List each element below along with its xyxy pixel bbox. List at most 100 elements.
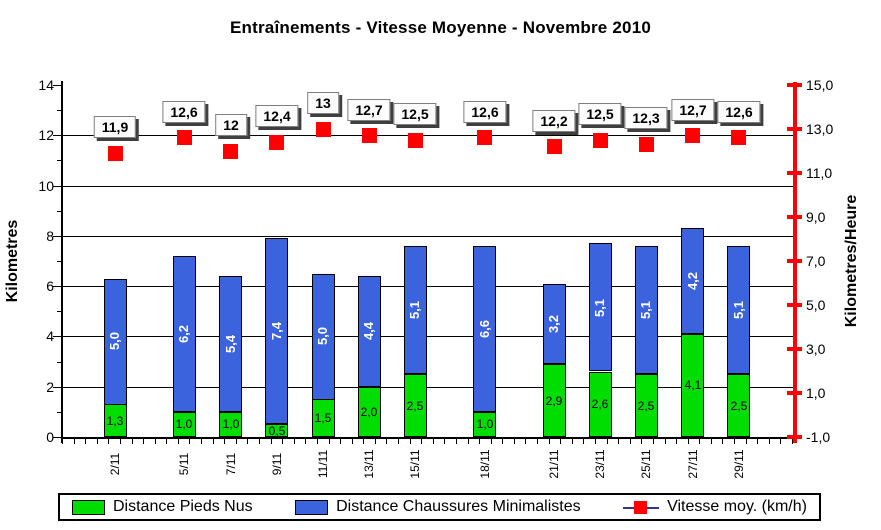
- y-right-tick: [787, 347, 802, 351]
- x-tick: [665, 439, 666, 444]
- y-left-tick: [57, 211, 61, 212]
- speed-callout: 12,7: [347, 99, 391, 121]
- bar-segment-pieds-nus: [173, 412, 196, 437]
- y-left-tick-label: 8: [46, 228, 54, 244]
- bar-value-label-pieds-nus: 4,1: [684, 378, 702, 392]
- y-left-tick: [53, 387, 61, 388]
- x-tick-label: 29/11: [732, 449, 746, 479]
- x-tick: [236, 439, 237, 444]
- y-right-tick-label: 7,0: [806, 253, 826, 269]
- speed-callout: 11,9: [93, 116, 137, 138]
- bar-segment-chaussures: [473, 246, 496, 412]
- speed-callout: 12,6: [717, 101, 761, 123]
- gridline: [62, 286, 794, 287]
- x-tick-label: 21/11: [547, 449, 561, 479]
- legend-swatch-blue-icon: [295, 499, 329, 515]
- x-tick: [363, 439, 364, 444]
- bar-segment-chaussures: [543, 284, 566, 364]
- speed-callout: 12,7: [671, 99, 715, 121]
- x-tick: [583, 439, 584, 444]
- x-tick: [294, 439, 295, 444]
- legend-marker-square: [634, 500, 648, 514]
- gridline: [62, 186, 794, 187]
- y-left-tick: [53, 286, 61, 287]
- y-right-tick: [787, 259, 802, 263]
- x-tick: [734, 439, 735, 444]
- bar-value-label-pieds-nus: 2,6: [591, 397, 609, 411]
- x-tick: [514, 439, 515, 444]
- y-left-tick-label: 12: [38, 127, 54, 143]
- gridline: [62, 236, 794, 237]
- y-left-tick-label: 0: [46, 429, 54, 445]
- x-tick: [329, 439, 330, 444]
- y-left-tick-label: 2: [46, 379, 54, 395]
- speed-point: [547, 139, 562, 154]
- x-tick: [62, 439, 63, 444]
- x-axis-line: [61, 437, 795, 439]
- x-tick: [769, 439, 770, 444]
- gridline: [62, 135, 794, 136]
- bar-value-label-chaussures: 4,2: [685, 271, 700, 291]
- x-tick: [224, 439, 225, 444]
- bar-value-label-chaussures: 5,0: [107, 331, 122, 351]
- bar-value-label-pieds-nus: 0,5: [268, 424, 286, 438]
- x-tick: [74, 439, 75, 444]
- x-tick: [525, 439, 526, 444]
- bar-value-label-pieds-nus: 1,5: [314, 411, 332, 425]
- y-right-tick: [787, 435, 802, 439]
- y-right-tick: [787, 83, 802, 87]
- speed-point: [269, 135, 284, 150]
- x-tick-label: 5/11: [177, 452, 191, 476]
- x-tick: [155, 439, 156, 444]
- bar-segment-pieds-nus: [265, 424, 288, 437]
- speed-callout: 12,3: [624, 107, 668, 129]
- speed-callout: 12,6: [463, 101, 507, 123]
- x-tick: [120, 439, 121, 444]
- x-tick: [468, 439, 469, 444]
- y-right-tick-label: 9,0: [806, 209, 826, 225]
- gridline: [62, 336, 794, 337]
- bar-segment-pieds-nus: [681, 334, 704, 437]
- x-tick: [386, 439, 387, 444]
- bar-value-label-chaussures: 5,1: [638, 300, 653, 320]
- x-tick: [178, 439, 179, 444]
- bar-segment-pieds-nus: [473, 412, 496, 437]
- x-tick: [792, 439, 793, 444]
- speed-callout: 12,5: [578, 103, 622, 125]
- speed-callout: 12,2: [532, 110, 576, 132]
- x-tick: [201, 439, 202, 444]
- x-tick: [433, 439, 434, 444]
- bar-value-label-pieds-nus: 1,0: [476, 417, 494, 431]
- y-left-tick: [57, 311, 61, 312]
- speed-point: [593, 133, 608, 148]
- bar-segment-pieds-nus: [589, 372, 612, 437]
- y-right-tick-label: 13,0: [806, 121, 834, 137]
- bar-value-label-pieds-nus: 2,5: [730, 399, 748, 413]
- speed-point: [316, 122, 331, 137]
- bar-segment-chaussures: [681, 228, 704, 334]
- x-tick-label: 13/11: [362, 449, 376, 479]
- bar-value-label-chaussures: 7,4: [269, 321, 284, 341]
- x-tick: [572, 439, 573, 444]
- x-tick: [479, 439, 480, 444]
- x-tick: [421, 439, 422, 444]
- x-tick-label: 9/11: [270, 452, 284, 476]
- x-tick: [189, 439, 190, 444]
- y-left-tick: [57, 261, 61, 262]
- bar-segment-pieds-nus: [635, 374, 658, 437]
- bar-value-label-chaussures: 4,4: [361, 321, 376, 341]
- speed-point: [223, 144, 238, 159]
- x-tick: [352, 439, 353, 444]
- legend-label-pieds-nus: Distance Pieds Nus: [113, 498, 253, 515]
- x-tick: [746, 439, 747, 444]
- y-left-tick: [53, 135, 61, 136]
- bar-value-label-chaussures: 3,2: [546, 314, 561, 334]
- x-tick-label: 2/11: [108, 452, 122, 476]
- y-right-tick: [787, 127, 802, 131]
- speed-callout: 12,5: [393, 103, 437, 125]
- y-right-tick-label: 11,0: [806, 165, 833, 181]
- y-left-tick-label: 14: [38, 77, 54, 93]
- y-right-tick-label: 1,0: [806, 385, 826, 401]
- y-left-tick: [57, 110, 61, 111]
